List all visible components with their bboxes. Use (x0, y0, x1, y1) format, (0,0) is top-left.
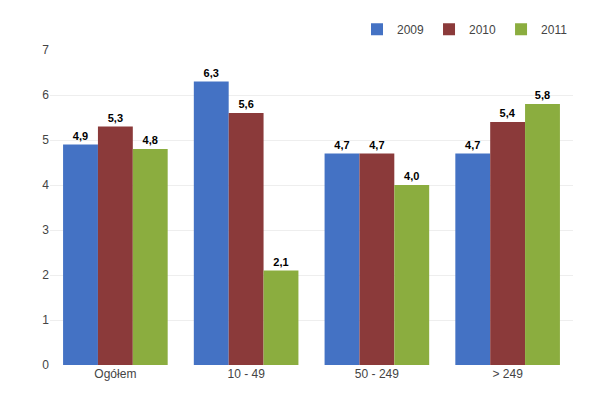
svg-text:50 - 249: 50 - 249 (355, 367, 399, 381)
svg-text:6,3: 6,3 (204, 67, 219, 79)
svg-text:Ogółem: Ogółem (94, 367, 136, 381)
svg-text:1: 1 (42, 313, 49, 327)
svg-text:10 - 49: 10 - 49 (227, 367, 265, 381)
svg-text:4,7: 4,7 (369, 139, 384, 151)
svg-text:4,9: 4,9 (73, 130, 88, 142)
svg-text:7: 7 (42, 43, 49, 57)
svg-text:5,6: 5,6 (238, 98, 253, 110)
svg-text:5,8: 5,8 (535, 89, 550, 101)
svg-text:3: 3 (42, 223, 49, 237)
svg-text:5,3: 5,3 (108, 112, 123, 124)
svg-text:4,8: 4,8 (143, 134, 158, 146)
svg-text:6: 6 (42, 88, 49, 102)
svg-text:5,4: 5,4 (500, 107, 516, 119)
svg-text:> 249: > 249 (492, 367, 523, 381)
svg-text:2010: 2010 (469, 23, 496, 37)
svg-text:2,1: 2,1 (273, 256, 288, 268)
svg-text:4,0: 4,0 (404, 170, 419, 182)
svg-text:4: 4 (42, 178, 49, 192)
svg-text:4,7: 4,7 (334, 139, 349, 151)
svg-text:2: 2 (42, 268, 49, 282)
svg-text:4,7: 4,7 (465, 139, 480, 151)
svg-text:2011: 2011 (541, 23, 567, 37)
svg-text:2009: 2009 (397, 23, 424, 37)
svg-text:5: 5 (42, 133, 49, 147)
svg-text:0: 0 (42, 358, 49, 372)
